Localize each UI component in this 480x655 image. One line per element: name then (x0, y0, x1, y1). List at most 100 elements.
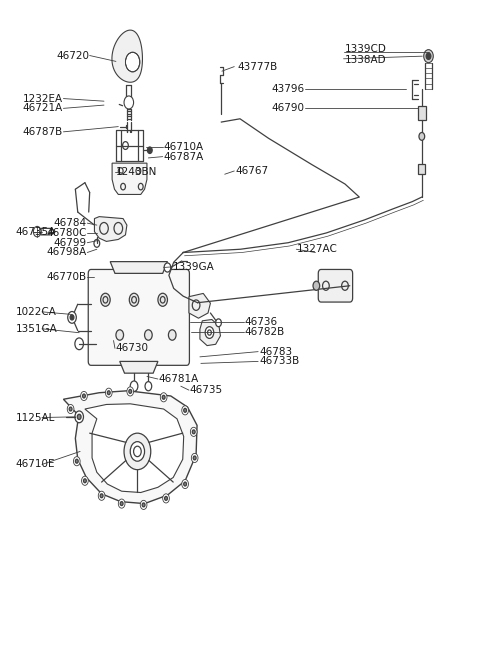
Circle shape (77, 414, 81, 419)
Circle shape (158, 293, 168, 307)
Circle shape (160, 393, 167, 402)
Circle shape (129, 293, 139, 307)
Polygon shape (41, 229, 55, 235)
Circle shape (120, 502, 123, 506)
Text: 46787B: 46787B (22, 127, 62, 137)
Circle shape (68, 312, 76, 324)
Circle shape (184, 408, 187, 412)
Text: 46710A: 46710A (164, 142, 204, 152)
Circle shape (124, 96, 133, 109)
Polygon shape (189, 293, 210, 318)
Text: 46710E: 46710E (16, 459, 55, 470)
Circle shape (106, 388, 112, 398)
Text: 1327AC: 1327AC (297, 244, 338, 254)
Text: 46721A: 46721A (22, 103, 62, 113)
Polygon shape (110, 261, 168, 273)
Text: 46780C: 46780C (46, 228, 86, 238)
Circle shape (192, 430, 195, 434)
Text: 43777B: 43777B (238, 62, 278, 71)
Text: 1339GA: 1339GA (173, 262, 215, 272)
Circle shape (140, 500, 147, 510)
Polygon shape (112, 163, 147, 195)
Text: 46799: 46799 (53, 238, 86, 248)
Circle shape (205, 327, 214, 339)
Text: 1125AL: 1125AL (16, 413, 55, 422)
Text: 43796: 43796 (271, 84, 304, 94)
Circle shape (124, 433, 151, 470)
Circle shape (81, 392, 87, 401)
Circle shape (419, 132, 425, 140)
Circle shape (162, 396, 165, 400)
Circle shape (69, 407, 72, 411)
Circle shape (147, 147, 152, 153)
Circle shape (184, 482, 187, 486)
Circle shape (182, 479, 189, 489)
Circle shape (98, 491, 105, 500)
Text: 46781A: 46781A (159, 374, 199, 384)
Circle shape (94, 240, 100, 248)
Polygon shape (112, 30, 143, 83)
Circle shape (163, 494, 169, 503)
Circle shape (216, 319, 221, 327)
Circle shape (75, 338, 84, 350)
Text: 1338AD: 1338AD (345, 55, 386, 65)
Circle shape (164, 263, 171, 272)
Polygon shape (85, 404, 184, 493)
Circle shape (145, 382, 152, 391)
Text: 1243BN: 1243BN (116, 167, 157, 178)
FancyBboxPatch shape (88, 269, 190, 365)
Circle shape (426, 53, 431, 60)
Circle shape (168, 329, 176, 340)
Polygon shape (95, 217, 127, 242)
Text: 46798A: 46798A (46, 248, 86, 257)
Text: 46735: 46735 (190, 385, 223, 395)
Circle shape (127, 387, 133, 396)
Circle shape (73, 457, 80, 466)
Text: 1232EA: 1232EA (23, 94, 62, 103)
Circle shape (34, 227, 41, 237)
Text: 1351GA: 1351GA (16, 324, 58, 334)
FancyBboxPatch shape (318, 269, 353, 302)
Text: 46790: 46790 (271, 103, 304, 113)
Circle shape (192, 453, 198, 462)
Circle shape (129, 390, 132, 394)
Circle shape (130, 381, 138, 392)
Text: 1022CA: 1022CA (16, 307, 57, 317)
Circle shape (75, 459, 78, 463)
Circle shape (84, 479, 86, 483)
Circle shape (313, 281, 320, 290)
Text: 46770B: 46770B (46, 272, 86, 282)
Circle shape (67, 404, 74, 413)
Circle shape (130, 441, 144, 461)
Text: 46730: 46730 (116, 343, 149, 353)
Circle shape (193, 456, 196, 460)
Circle shape (142, 503, 145, 507)
Polygon shape (418, 105, 426, 120)
Text: 46782B: 46782B (245, 327, 285, 337)
Text: 46787A: 46787A (164, 151, 204, 162)
Circle shape (118, 499, 125, 508)
Polygon shape (63, 391, 197, 504)
Polygon shape (120, 362, 158, 373)
Circle shape (75, 411, 84, 422)
Text: 46784: 46784 (53, 218, 86, 228)
Circle shape (116, 329, 123, 340)
Circle shape (70, 315, 74, 320)
Circle shape (125, 52, 140, 72)
Circle shape (82, 476, 88, 485)
Circle shape (100, 494, 103, 498)
Circle shape (101, 293, 110, 307)
Circle shape (165, 496, 168, 500)
Circle shape (144, 329, 152, 340)
Circle shape (191, 427, 197, 436)
Text: 46720: 46720 (57, 50, 90, 60)
Polygon shape (419, 164, 425, 174)
Text: 46735A: 46735A (16, 227, 56, 237)
Circle shape (424, 50, 433, 63)
Text: 46767: 46767 (235, 166, 268, 176)
Text: 1339CD: 1339CD (345, 44, 387, 54)
Circle shape (83, 394, 85, 398)
Circle shape (108, 391, 110, 395)
Polygon shape (200, 320, 220, 346)
Circle shape (182, 405, 189, 415)
